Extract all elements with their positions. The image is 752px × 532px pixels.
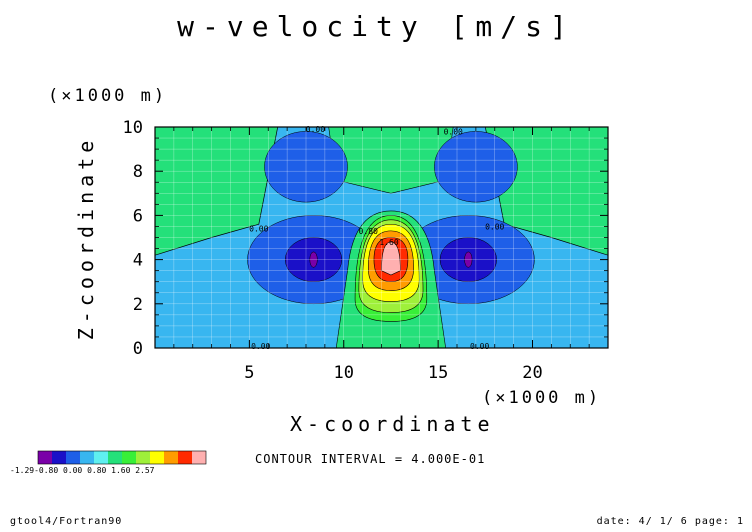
legend-tick-labels: -1.29-0.80 0.00 0.80 1.60 2.57 <box>10 466 155 475</box>
footer-date-page: date: 4/ 1/ 6 page: 1 <box>596 516 744 527</box>
contour-label-4: 0.00 <box>485 222 504 231</box>
legend-swatch-9 <box>150 451 164 464</box>
legend-swatch-10 <box>164 451 178 464</box>
legend-swatch-4 <box>80 451 94 464</box>
legend-swatch-7 <box>122 451 136 464</box>
x-tick-label-15: 15 <box>428 363 448 383</box>
contour-label-5: 0.00 <box>251 342 270 351</box>
y-tick-label-8: 8 <box>133 162 143 182</box>
x-tick-label-5: 5 <box>244 363 254 383</box>
x-tick-label-10: 10 <box>334 363 354 383</box>
y-axis-unit: (×1000 m) <box>48 86 168 106</box>
chart-title: w-velocity [m/s] <box>177 10 575 43</box>
footer-software: gtool4/Fortran90 <box>10 516 123 527</box>
y-tick-label-0: 0 <box>133 339 143 359</box>
contour-label-1: 0.00 <box>249 225 268 234</box>
legend-swatch-12 <box>192 451 206 464</box>
contour-label-6: 0.00 <box>470 342 489 351</box>
y-tick-label-2: 2 <box>133 295 143 315</box>
x-axis-label: X-coordinate <box>290 412 495 436</box>
legend-swatch-6 <box>108 451 122 464</box>
legend-swatch-2 <box>52 451 66 464</box>
y-tick-label-6: 6 <box>133 206 143 226</box>
contour-label-8: 1.60 <box>379 238 398 247</box>
y-tick-label-4: 4 <box>133 251 143 271</box>
contour-label-2: 0.00 <box>306 125 325 134</box>
legend-swatch-3 <box>66 451 80 464</box>
x-axis-unit: (×1000 m) <box>482 388 602 408</box>
legend-swatch-1 <box>38 451 52 464</box>
y-tick-label-10: 10 <box>123 118 143 138</box>
legend-swatch-11 <box>178 451 192 464</box>
legend-swatch-8 <box>136 451 150 464</box>
x-tick-label-20: 20 <box>522 363 542 383</box>
legend-frame <box>37 450 207 465</box>
contour-label-7: 0.80 <box>359 227 378 236</box>
legend-swatch-5 <box>94 451 108 464</box>
contour-label-3: 0.00 <box>444 127 463 136</box>
contour-interval-text: CONTOUR INTERVAL = 4.000E-01 <box>255 452 486 466</box>
